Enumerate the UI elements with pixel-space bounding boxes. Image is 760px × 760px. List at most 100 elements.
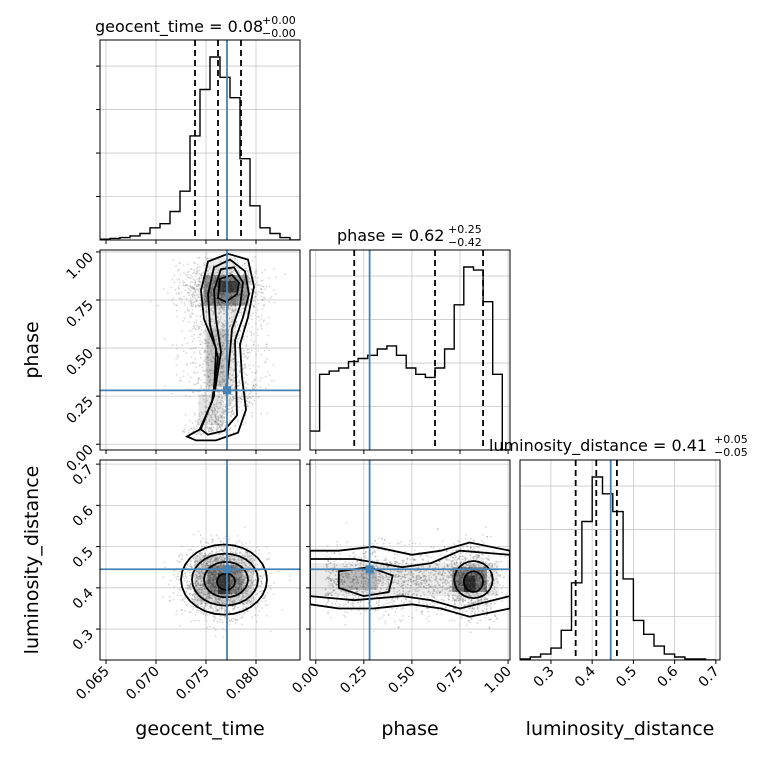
sample-point — [262, 320, 265, 323]
sample-point — [228, 301, 231, 304]
sample-point — [212, 320, 215, 323]
sample-point — [231, 580, 233, 582]
sample-point — [234, 574, 237, 577]
sample-point — [202, 593, 205, 595]
sample-point — [209, 585, 212, 588]
sample-point — [205, 292, 208, 295]
sample-point — [222, 322, 225, 325]
sample-point — [238, 334, 241, 337]
sample-point — [210, 576, 213, 579]
sample-point — [203, 590, 206, 593]
sample-point — [251, 581, 254, 584]
sample-point — [244, 607, 247, 609]
sample-point — [228, 369, 231, 372]
sample-point — [235, 591, 237, 594]
sample-point — [209, 386, 212, 389]
sample-point — [243, 302, 245, 305]
sample-point — [201, 272, 203, 274]
sample-point — [236, 619, 238, 622]
sample-point — [260, 295, 263, 298]
sample-point — [216, 573, 219, 575]
sample-point — [217, 343, 220, 346]
sample-point — [228, 340, 231, 342]
sample-point — [219, 318, 222, 321]
sample-point — [211, 585, 214, 587]
sample-point — [202, 563, 205, 566]
sample-point — [196, 271, 199, 274]
sample-point — [191, 598, 194, 601]
sample-point — [202, 594, 205, 596]
sample-point — [205, 368, 208, 371]
sample-point — [216, 286, 219, 288]
sample-point — [231, 592, 234, 595]
sample-point — [229, 414, 232, 417]
sample-point — [235, 576, 238, 579]
sample-point — [204, 284, 207, 287]
sample-point — [213, 576, 216, 579]
sample-point — [221, 295, 224, 297]
sample-point — [212, 311, 215, 314]
sample-point — [188, 584, 191, 587]
sample-point — [190, 268, 193, 270]
sample-point — [234, 397, 236, 400]
sample-point — [183, 577, 186, 580]
sample-point — [213, 627, 216, 629]
sample-point — [188, 277, 190, 279]
sample-point — [211, 562, 214, 565]
sample-point — [207, 576, 209, 579]
sample-point — [232, 558, 235, 561]
sample-point — [235, 577, 238, 580]
sample-point — [189, 289, 192, 292]
sample-point — [232, 332, 235, 334]
sample-point — [242, 364, 245, 366]
sample-point — [253, 570, 255, 573]
sample-point — [249, 284, 252, 286]
sample-point — [228, 291, 231, 294]
sample-point — [184, 413, 187, 416]
sample-point — [209, 415, 211, 417]
sample-point — [288, 575, 291, 577]
sample-point — [206, 597, 209, 600]
sample-point — [235, 265, 238, 268]
sample-point — [246, 405, 249, 407]
sample-point — [242, 297, 245, 300]
sample-point — [186, 308, 189, 310]
sample-point — [200, 433, 202, 436]
sample-point — [196, 555, 199, 558]
sample-point — [230, 378, 233, 381]
sample-point — [191, 335, 193, 337]
sample-point — [223, 324, 226, 326]
sample-point — [236, 385, 239, 387]
sample-point — [230, 563, 233, 566]
sample-point — [210, 291, 213, 294]
sample-point — [233, 377, 236, 379]
sample-point — [198, 430, 201, 433]
sample-point — [195, 275, 197, 278]
sample-point — [219, 564, 222, 567]
sample-point — [214, 291, 217, 294]
sample-point — [236, 572, 239, 574]
sample-point — [231, 350, 234, 353]
sample-point — [242, 580, 245, 583]
sample-point — [256, 396, 259, 399]
sample-point — [260, 590, 262, 593]
sample-point — [211, 566, 214, 569]
sample-point — [216, 598, 219, 600]
sample-point — [200, 545, 203, 548]
sample-point — [198, 287, 201, 290]
sample-point — [191, 276, 194, 278]
sample-point — [168, 600, 171, 602]
sample-point — [204, 565, 207, 567]
sample-point — [199, 281, 202, 284]
sample-point — [198, 352, 201, 354]
sample-point — [231, 342, 234, 345]
sample-point — [187, 287, 190, 290]
sample-point — [198, 572, 201, 574]
sample-point — [269, 630, 272, 633]
sample-point — [191, 598, 194, 601]
sample-point — [246, 311, 249, 313]
sample-point — [193, 600, 195, 603]
sample-point — [235, 307, 238, 309]
sample-point — [215, 561, 217, 563]
sample-point — [264, 594, 267, 597]
